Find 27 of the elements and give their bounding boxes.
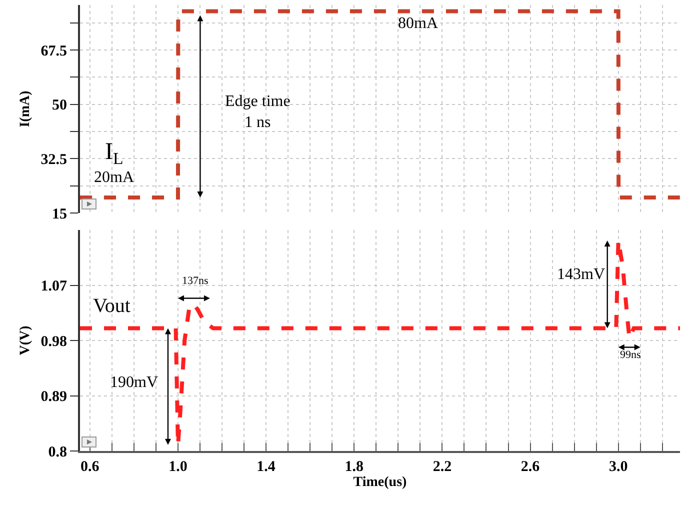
y-axis-title: V(V) <box>18 325 33 356</box>
annotation: 137ns <box>182 275 208 287</box>
x-tick-label: 1.0 <box>168 459 188 475</box>
x-tick-label: 3.0 <box>608 459 628 475</box>
x-tick-label: 0.6 <box>80 459 100 475</box>
annotation: 190mV <box>110 374 158 391</box>
y-tick-label: 67.5 <box>40 43 67 60</box>
annotation: 99ns <box>620 349 641 361</box>
y-tick-label: 0.98 <box>40 334 67 350</box>
x-axis-title: Time(us) <box>353 475 408 490</box>
annotation: 143mV <box>557 266 606 283</box>
x-tick-label: 1.8 <box>344 459 364 475</box>
y-tick-label: 50 <box>52 98 67 114</box>
y-tick-label: 0.89 <box>40 389 67 405</box>
y-tick-label: 32.5 <box>40 152 67 168</box>
annotation: 80mA <box>398 15 438 32</box>
y-tick-label: 15 <box>52 206 67 222</box>
x-tick-label: 2.2 <box>432 459 452 475</box>
annotation: 20mA <box>94 169 134 186</box>
y-tick-label: 0.8 <box>48 444 67 460</box>
x-tick-label: 2.6 <box>520 459 540 475</box>
annotation: Edge time 1 ns <box>225 93 290 131</box>
y-tick-label: 1.07 <box>40 278 68 294</box>
x-tick-label: 1.4 <box>256 459 276 475</box>
series-label: Vout <box>93 295 131 317</box>
annotation: I$_{L}$ <box>105 139 124 168</box>
y-axis-title: I(mA) <box>18 90 33 128</box>
